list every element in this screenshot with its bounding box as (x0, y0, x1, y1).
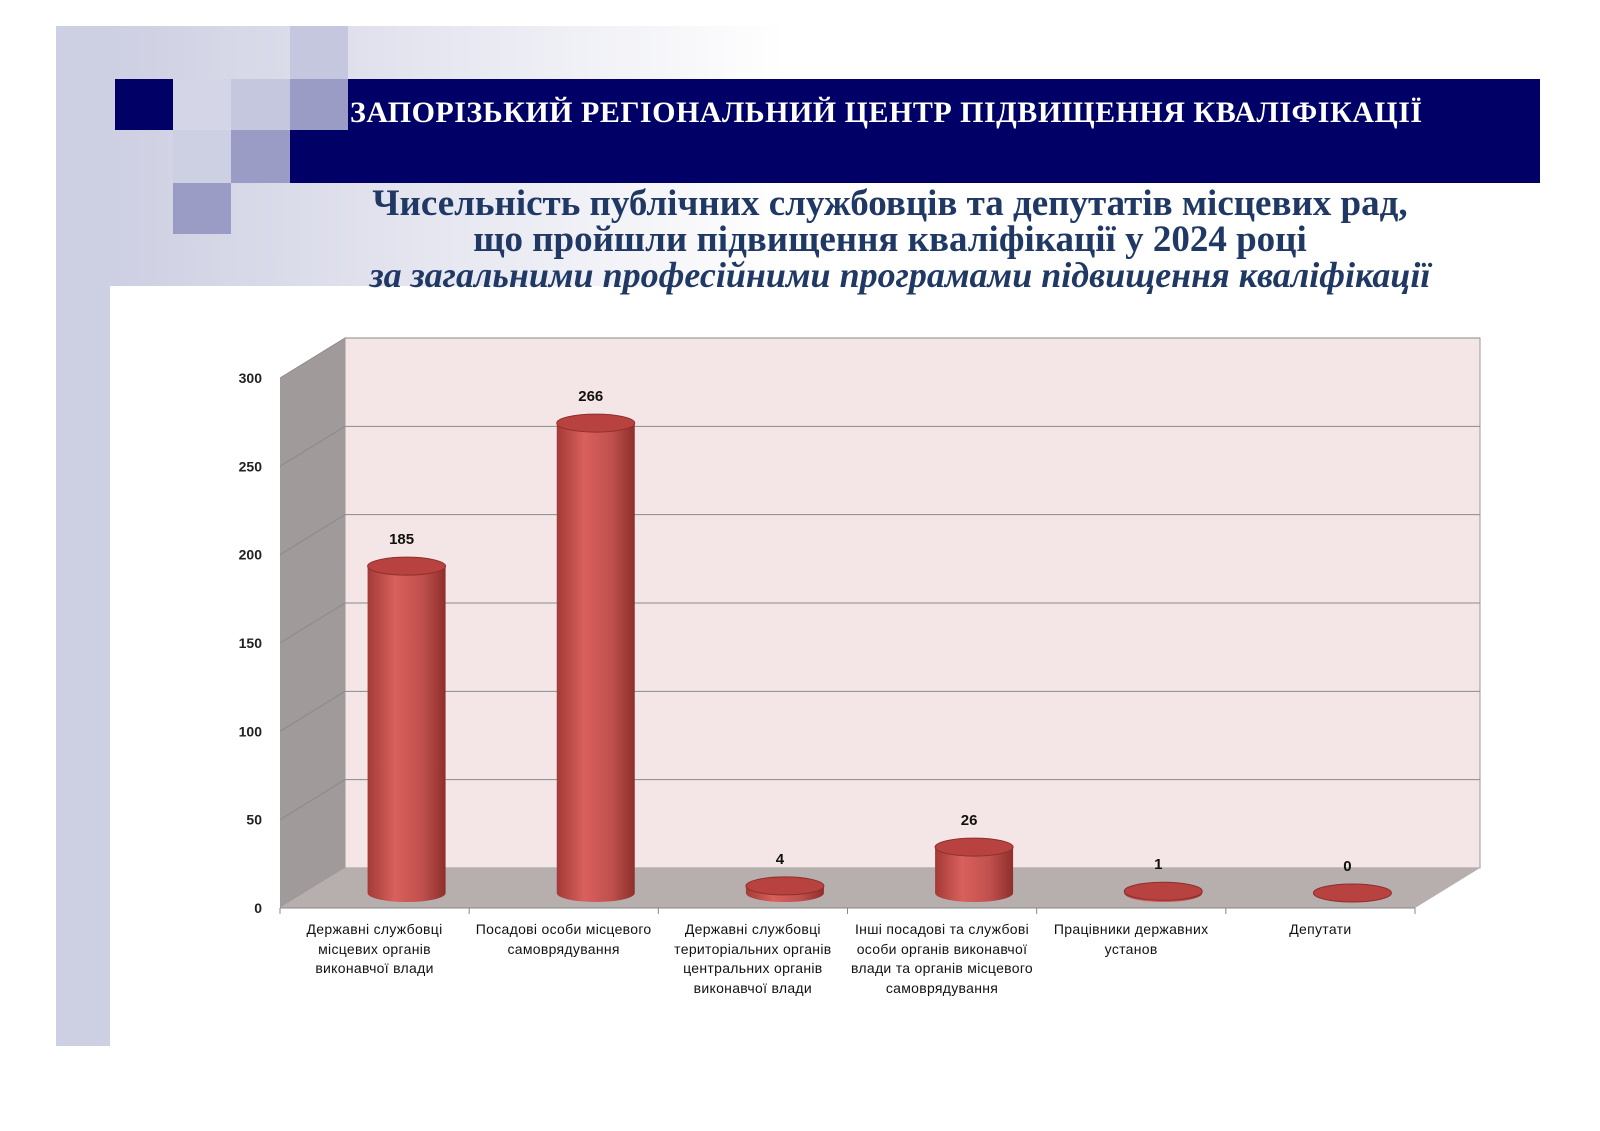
x-category-label: Інші посадові та службові особи органів … (850, 921, 1034, 996)
floor (280, 868, 1480, 908)
deco-square (173, 130, 231, 183)
deco-square (173, 183, 231, 234)
deco-square (231, 79, 290, 130)
x-category-label: Посадові особи місцевого самоврядування (475, 921, 652, 957)
data-label: 0 (1343, 858, 1351, 875)
x-category-label: Державні службовці територіальних органі… (674, 921, 832, 996)
gridline (279, 425, 346, 467)
data-label: 185 (389, 531, 414, 548)
bar-top (745, 876, 825, 896)
data-label: 4 (776, 851, 785, 868)
chart-title-line2: що пройшли підвищення кваліфікації у 202… (473, 219, 1307, 260)
gridline (279, 690, 346, 732)
bar-top (1123, 881, 1203, 901)
data-label: 26 (961, 812, 978, 829)
deco-square (290, 79, 348, 130)
y-tick-label: 150 (239, 635, 263, 651)
chart-subtitle: за загальними професійними програмами пі… (369, 255, 1431, 295)
data-label: 266 (578, 388, 603, 405)
y-tick-label: 200 (239, 547, 263, 563)
header-banner (290, 79, 1540, 183)
left-stripe (56, 26, 110, 1046)
gridline (279, 779, 346, 821)
data-label: 1 (1154, 856, 1162, 873)
y-tick-label: 100 (239, 723, 263, 739)
deco-square (231, 130, 290, 183)
y-tick-label: 50 (246, 812, 262, 828)
x-category-label: Державні службовці місцевих органів вико… (306, 921, 443, 976)
gridline (279, 337, 346, 379)
deco-square (290, 26, 348, 79)
gridline (279, 514, 346, 556)
bar-top (1312, 883, 1392, 903)
bar-top (934, 837, 1014, 857)
x-category-label: Депутати (1289, 921, 1352, 937)
y-tick-label: 300 (239, 370, 263, 386)
x-category-label: Працівники державних установ (1053, 921, 1209, 957)
organization-name: ЗАПОРІЗЬКИЙ РЕГІОНАЛЬНИЙ ЦЕНТР ПІДВИЩЕНН… (350, 96, 1423, 129)
y-tick-label: 0 (254, 900, 262, 916)
deco-square (115, 79, 173, 130)
bar-top (367, 556, 447, 576)
chart-title: Чисельність публічних службовців та депу… (372, 183, 1408, 224)
deco-square (173, 79, 231, 130)
bar-cylinder (935, 847, 1014, 902)
bar-cylinder (556, 423, 635, 902)
gridline (279, 602, 346, 644)
bar-top (556, 413, 636, 433)
bar-cylinder (367, 566, 446, 902)
y-tick-label: 250 (239, 458, 263, 474)
